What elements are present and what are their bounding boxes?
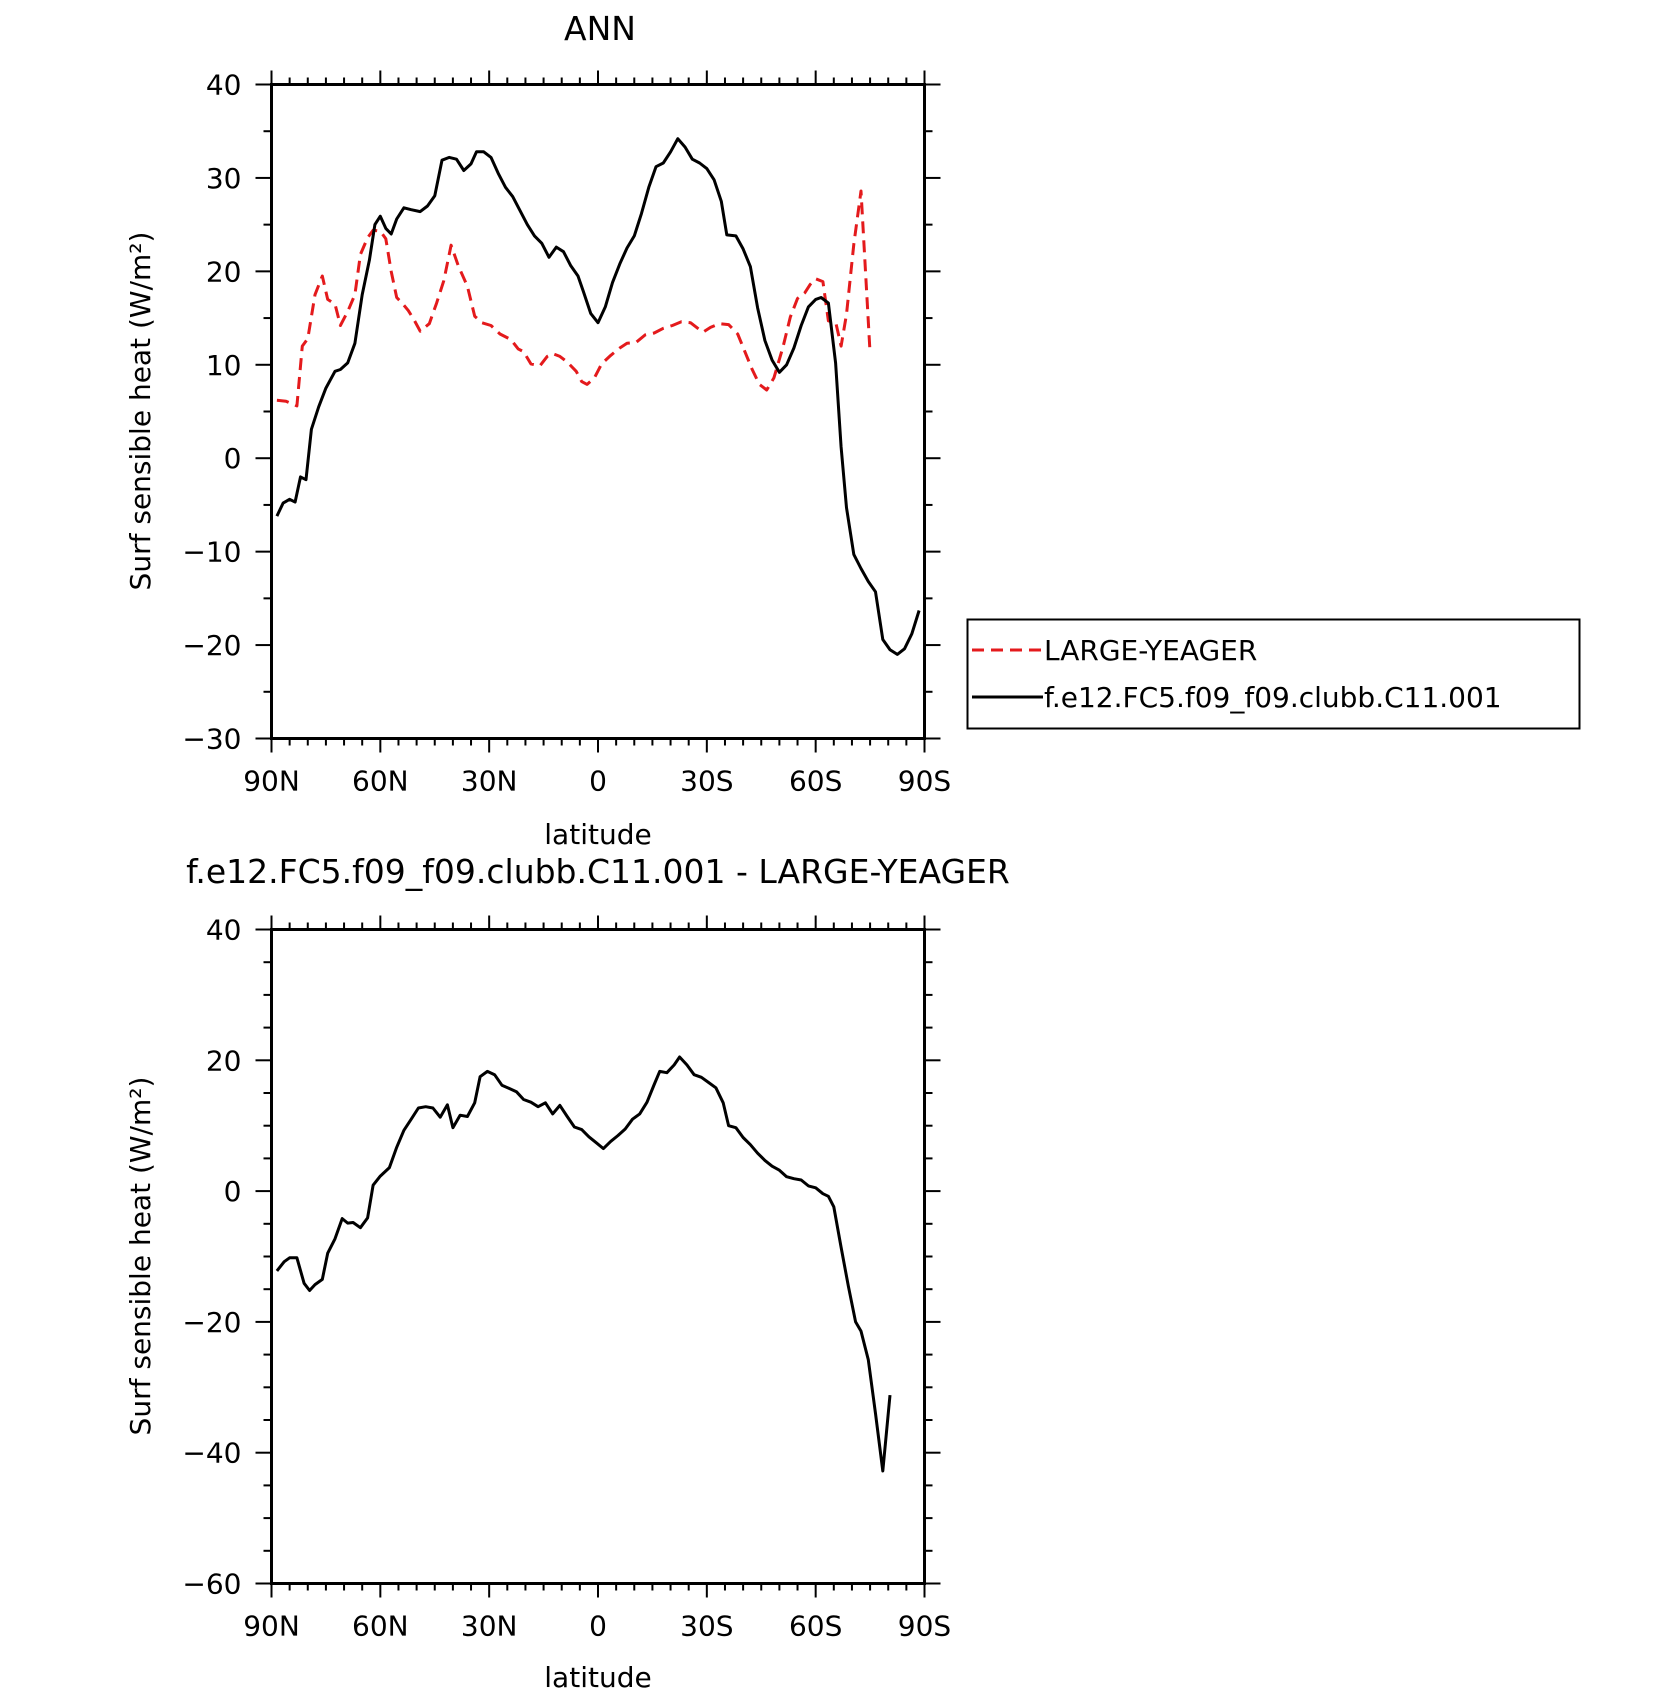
y-tick-label: 0 <box>224 442 242 475</box>
x-tick-label: 60S <box>789 1610 842 1643</box>
y-tick-label: 20 <box>206 1044 242 1077</box>
bottom-x-tick-labels: 90N 60N 30N 0 30S 60S 90S <box>243 1610 951 1643</box>
bottom-ticks <box>255 915 941 1598</box>
x-axis-label-top: latitude <box>544 818 651 851</box>
legend-box <box>966 618 1581 730</box>
chart-title-top: ANN <box>564 9 636 48</box>
legend-label-clubb: f.e12.FC5.f09_f09.clubb.C11.001 <box>1044 681 1502 714</box>
x-tick-label: 0 <box>589 1610 607 1643</box>
x-tick-label: 30S <box>680 1610 733 1643</box>
x-tick-label: 30S <box>680 765 733 798</box>
x-axis-label-bottom: latitude <box>544 1661 651 1694</box>
top-x-tick-labels: 90N 60N 30N 0 30S 60S 90S <box>243 765 951 798</box>
x-tick-label: 60N <box>352 1610 409 1643</box>
y-tick-label: −60 <box>182 1568 241 1601</box>
top-series-line-0 <box>276 189 872 408</box>
top-series-group <box>275 137 921 656</box>
y-axis-label-top: Surf sensible heat (W/m²) <box>124 232 157 591</box>
y-tick-label: 20 <box>206 255 242 288</box>
x-tick-label: 90S <box>898 765 951 798</box>
legend: LARGE-YEAGER f.e12.FC5.f09_f09.clubb.C11… <box>966 618 1581 730</box>
top-series-line-1 <box>275 137 921 656</box>
y-tick-label: −10 <box>182 536 241 569</box>
top-ticks <box>255 70 941 753</box>
x-tick-label: 30N <box>461 765 518 798</box>
y-tick-label: −20 <box>182 1306 241 1339</box>
y-axis-label-bottom: Surf sensible heat (W/m²) <box>124 1077 157 1436</box>
plot-frame-bottom <box>270 928 926 1585</box>
bottom-series-group <box>275 1055 892 1473</box>
x-tick-label: 90N <box>243 1610 300 1643</box>
x-tick-label: 60N <box>352 765 409 798</box>
x-tick-label: 90S <box>898 1610 951 1643</box>
y-tick-label: −30 <box>182 723 241 756</box>
y-tick-label: 40 <box>206 69 242 102</box>
y-tick-label: 10 <box>206 349 242 382</box>
y-tick-label: 30 <box>206 162 242 195</box>
top-y-tick-labels: 40 30 20 10 0 −10 −20 −30 <box>182 69 241 756</box>
x-tick-label: 90N <box>243 765 300 798</box>
panel-bottom: f.e12.FC5.f09_f09.clubb.C11.001 - LARGE-… <box>124 852 1010 1694</box>
x-tick-label: 0 <box>589 765 607 798</box>
bot-series-line-0 <box>275 1055 892 1473</box>
chart-title-bottom: f.e12.FC5.f09_f09.clubb.C11.001 - LARGE-… <box>186 852 1010 891</box>
y-tick-label: 40 <box>206 914 242 947</box>
plot-frame-top <box>270 83 926 740</box>
x-tick-label: 60S <box>789 765 842 798</box>
y-tick-label: −20 <box>182 629 241 662</box>
x-tick-label: 30N <box>461 1610 518 1643</box>
y-tick-label: −40 <box>182 1437 241 1470</box>
bottom-y-tick-labels: 40 20 0 −20 −40 −60 <box>182 914 241 1601</box>
y-tick-label: 0 <box>224 1175 242 1208</box>
legend-label-large-yeager: LARGE-YEAGER <box>1044 634 1257 667</box>
